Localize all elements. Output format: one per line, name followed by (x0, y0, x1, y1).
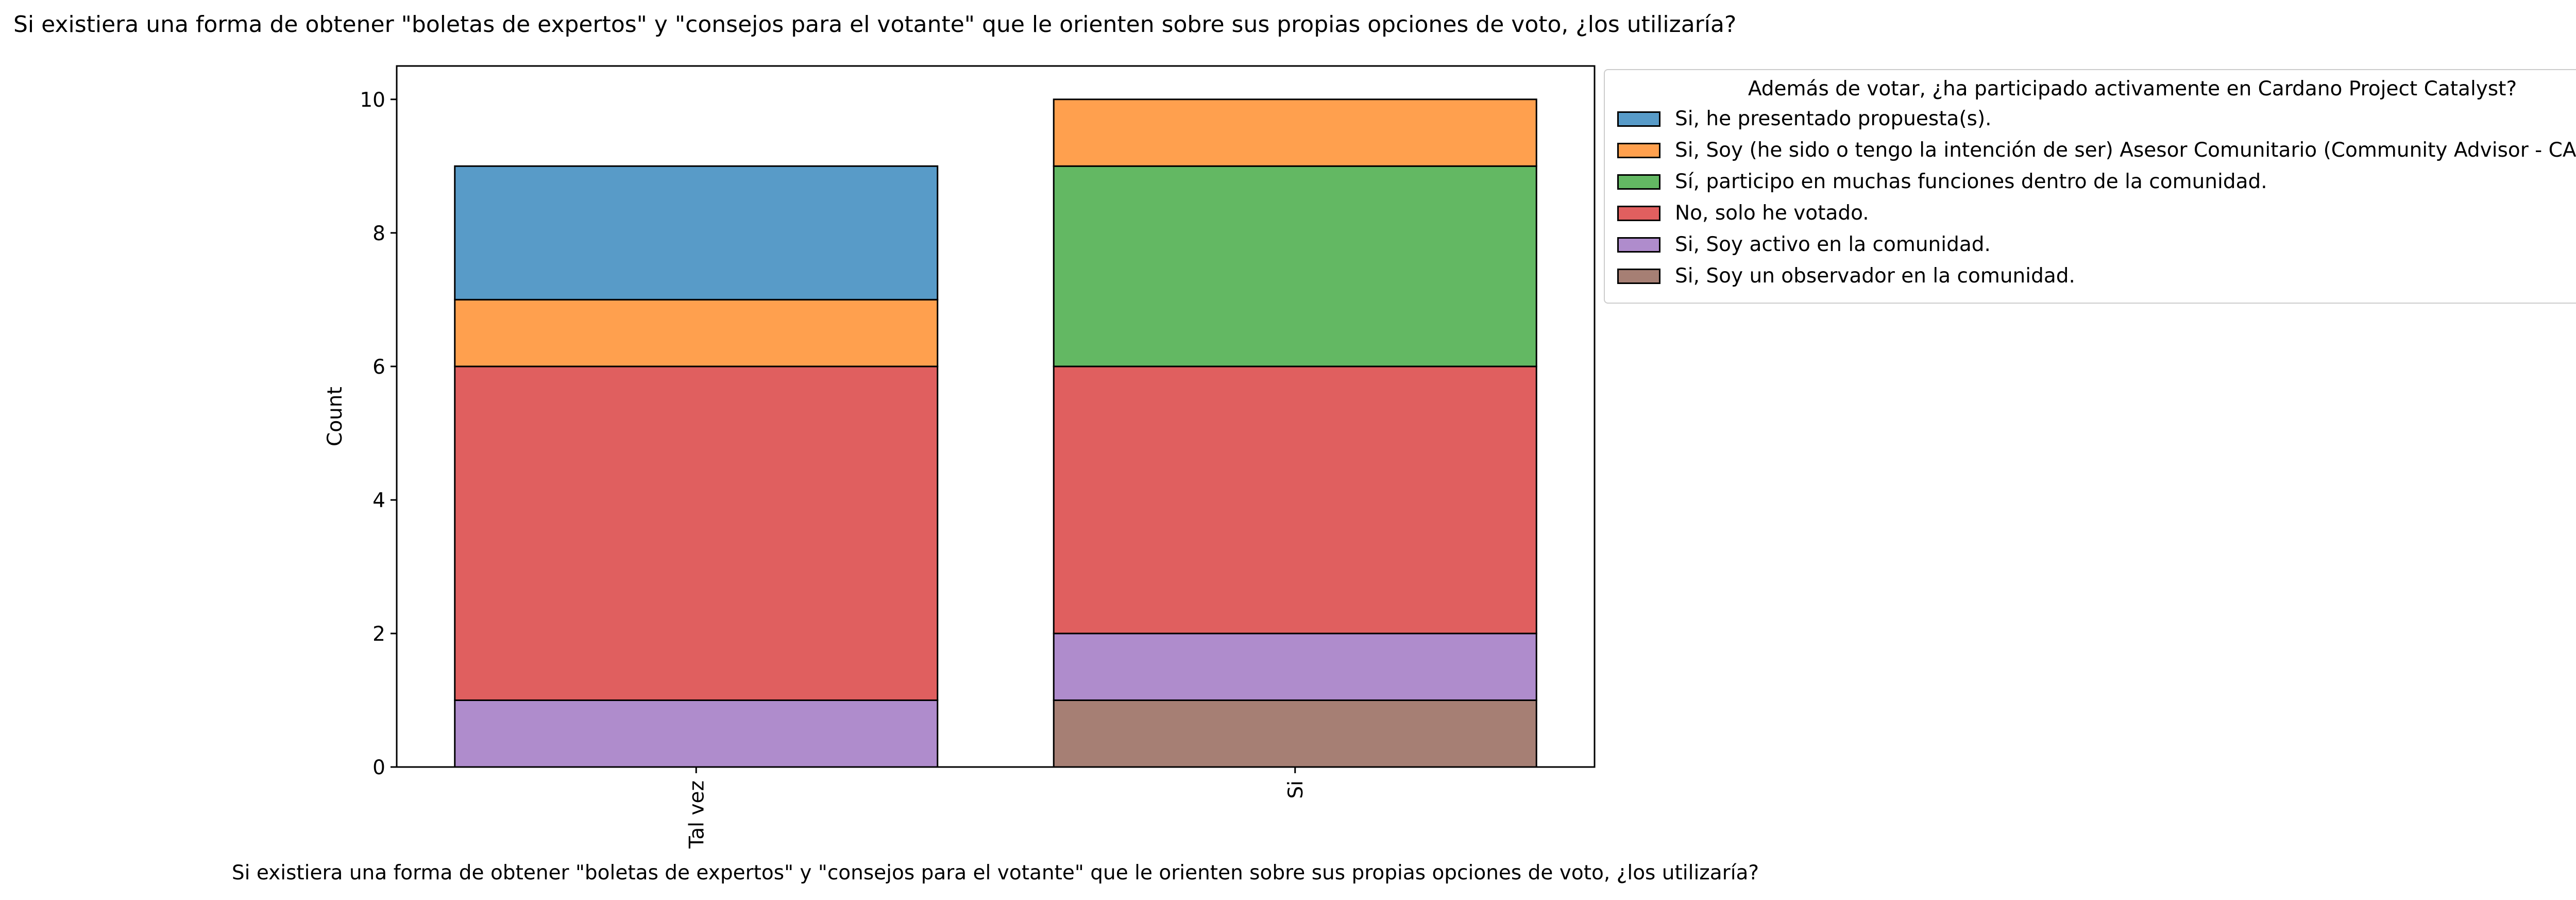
legend-label: No, solo he votado. (1675, 202, 1869, 225)
legend-title: Además de votar, ¿ha participado activam… (1748, 77, 2517, 101)
bar-segment (1053, 699, 1537, 768)
legend-label: Si, Soy (he sido o tengo la intención de… (1675, 139, 2576, 162)
y-tick-label: 8 (372, 222, 385, 245)
legend-label: Sí, participo en muchas funciones dentro… (1675, 170, 2267, 193)
bar-segment (454, 699, 939, 768)
bar-segment (1053, 165, 1537, 368)
bar-segment (1053, 365, 1537, 635)
bar-segment (454, 165, 939, 301)
y-tick-label: 4 (372, 489, 385, 512)
y-tick-label: 10 (360, 89, 385, 112)
bar-segment (1053, 632, 1537, 701)
bar-segment (1053, 98, 1537, 167)
y-axis: 0 2 4 6 8 10 (360, 89, 397, 779)
x-tick-label: Si (1284, 780, 1308, 799)
legend-swatch (1617, 111, 1660, 127)
x-tick-label: Tal vez (685, 780, 708, 849)
plot-frame (396, 65, 1596, 768)
legend-label: Si, he presentado propuesta(s). (1675, 107, 1992, 130)
legend-swatch (1617, 143, 1660, 158)
bar-segment (454, 298, 939, 368)
legend-label: Si, Soy un observador en la comunidad. (1675, 264, 2075, 288)
y-tick-label: 6 (372, 356, 385, 379)
chart-title: Si existiera una forma de obtener "bolet… (13, 11, 1737, 38)
legend-label: Si, Soy activo en la comunidad. (1675, 233, 1991, 256)
y-axis-label: Count (324, 387, 347, 446)
y-tick-label: 2 (372, 623, 385, 646)
bars-layer (454, 98, 1537, 768)
legend-swatch (1617, 237, 1660, 253)
bar-segment (454, 365, 939, 701)
x-axis: Tal vez Si (685, 767, 1308, 849)
y-tick-label: 0 (372, 756, 385, 779)
legend-swatch (1617, 206, 1660, 221)
legend: Además de votar, ¿ha participado activam… (1604, 69, 2576, 304)
legend-swatch (1617, 269, 1660, 284)
x-axis-label: Si existiera una forma de obtener "bolet… (232, 861, 1759, 885)
legend-swatch (1617, 174, 1660, 190)
